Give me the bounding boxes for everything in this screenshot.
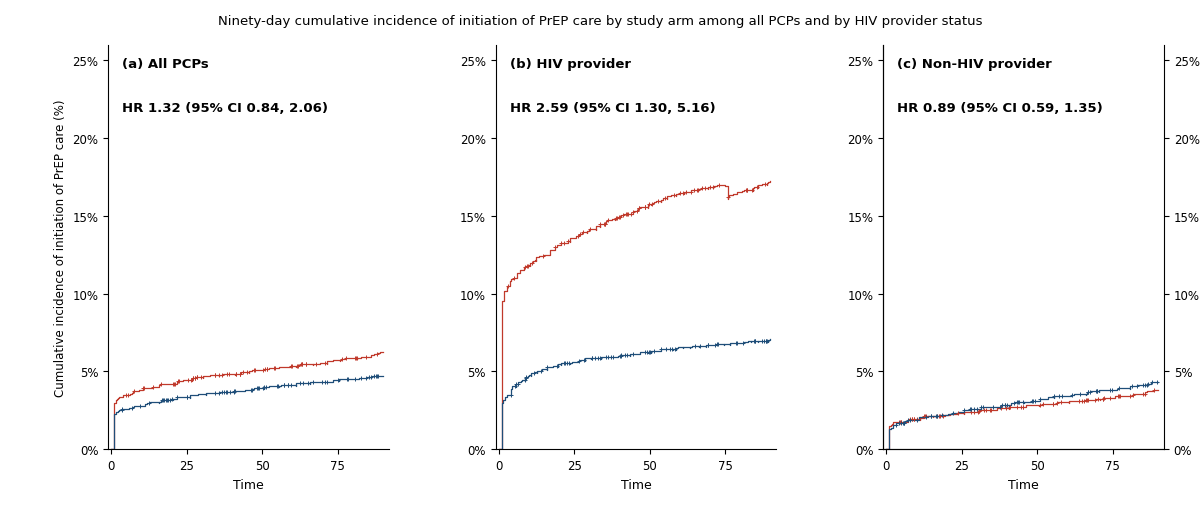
X-axis label: Time: Time xyxy=(1008,478,1039,491)
Y-axis label: Cumulative incidence of initiation of PrEP care (%): Cumulative incidence of initiation of Pr… xyxy=(54,99,67,396)
X-axis label: Time: Time xyxy=(233,478,264,491)
X-axis label: Time: Time xyxy=(620,478,652,491)
Text: HR 0.89 (95% CI 0.59, 1.35): HR 0.89 (95% CI 0.59, 1.35) xyxy=(898,102,1103,115)
Text: HR 1.32 (95% CI 0.84, 2.06): HR 1.32 (95% CI 0.84, 2.06) xyxy=(122,102,328,115)
Text: Ninety-day cumulative incidence of initiation of PrEP care by study arm among al: Ninety-day cumulative incidence of initi… xyxy=(217,15,983,28)
Text: (a) All PCPs: (a) All PCPs xyxy=(122,58,209,71)
Text: HR 2.59 (95% CI 1.30, 5.16): HR 2.59 (95% CI 1.30, 5.16) xyxy=(510,102,715,115)
Text: (b) HIV provider: (b) HIV provider xyxy=(510,58,631,71)
Text: (c) Non-HIV provider: (c) Non-HIV provider xyxy=(898,58,1052,71)
